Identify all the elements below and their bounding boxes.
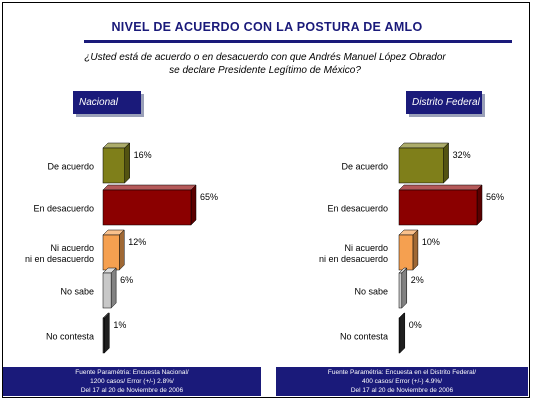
bar-side-df-1	[476, 184, 483, 226]
bar-nacional-4	[102, 317, 105, 354]
value-label-nacional-3: 6%	[120, 275, 133, 285]
bar-df-1	[398, 189, 478, 226]
category-label-df-2-line-0: Ni acuerdo	[344, 243, 388, 253]
panel-label-nacional: Nacional	[73, 91, 141, 114]
bar-top-df-0	[398, 142, 450, 149]
chart-title: NIVEL DE ACUERDO CON LA POSTURA DE AMLO	[111, 20, 423, 34]
bar-side-df-3	[401, 267, 408, 309]
footer-nacional-line-3: Del 17 al 20 de Noviembre de 2006	[80, 387, 184, 394]
value-label-df-2: 10%	[422, 237, 440, 247]
bar-side-nacional-1	[190, 184, 197, 226]
title-underline	[84, 40, 512, 43]
value-label-df-4: 0%	[409, 320, 422, 330]
category-label-nacional-2-line-1: ni en desacuerdo	[25, 254, 94, 264]
footer-nacional-line-1: Fuente Paramétria: Encuesta Nacional/	[75, 369, 189, 376]
footer-df-line-2: 400 casos/ Error (+/-) 4.9%/	[361, 378, 442, 385]
bar-nacional-3	[102, 272, 112, 309]
value-label-df-1: 56%	[486, 192, 504, 202]
panel-label-distrito-federal: Distrito Federal	[406, 91, 482, 114]
bar-side-nacional-4	[104, 312, 110, 354]
question-line-2: se declare Presidente Legítimo de México…	[169, 65, 361, 76]
bar-df-4	[398, 317, 401, 354]
value-label-nacional-2: 12%	[128, 237, 146, 247]
value-label-df-3: 2%	[411, 275, 424, 285]
category-label-df-3: No sabe	[354, 287, 388, 297]
bar-side-nacional-2	[118, 229, 125, 271]
footer-df-line-1: Fuente Paramétria: Encuesta en el Distri…	[327, 369, 477, 376]
category-label-nacional-2-line-0: Ni acuerdo	[50, 243, 94, 253]
footer-source-nacional: Fuente Paramétria: Encuesta Nacional/ 12…	[3, 367, 261, 396]
category-label-nacional-1: En desacuerdo	[33, 204, 94, 214]
category-label-df-1: En desacuerdo	[327, 204, 388, 214]
bar-side-nacional-3	[110, 267, 117, 309]
bar-nacional-0	[102, 147, 125, 184]
category-label-nacional-3: No sabe	[60, 287, 94, 297]
footer-df-line-3: Del 17 al 20 de Noviembre de 2006	[350, 387, 454, 394]
bar-side-df-2	[412, 229, 419, 271]
category-label-df-2-line-1: ni en desacuerdo	[319, 254, 388, 264]
bar-side-df-4	[399, 312, 406, 354]
category-label-nacional-4: No contesta	[46, 332, 94, 342]
bar-nacional-2	[102, 234, 120, 271]
bar-side-df-0	[443, 142, 449, 184]
bar-top-nacional-1	[102, 184, 197, 191]
bar-df-3	[398, 272, 403, 309]
bar-df-0	[398, 147, 444, 184]
value-label-nacional-4: 1%	[113, 320, 126, 330]
bar-top-df-1	[398, 184, 483, 191]
category-label-df-4: No contesta	[340, 332, 388, 342]
bar-df-2	[398, 234, 414, 271]
survey-question: ¿Usted está de acuerdo o en desacuerdo c…	[40, 51, 490, 77]
question-line-1: ¿Usted está de acuerdo o en desacuerdo c…	[84, 52, 446, 63]
bar-side-nacional-0	[124, 142, 130, 184]
value-label-nacional-1: 65%	[200, 192, 218, 202]
footer-nacional-line-2: 1200 casos/ Error (+/-) 2.8%/	[90, 378, 174, 385]
bar-nacional-1	[102, 189, 192, 226]
value-label-nacional-0: 16%	[134, 150, 152, 160]
category-label-df-0: De acuerdo	[341, 162, 388, 172]
value-label-df-0: 32%	[453, 150, 471, 160]
footer-source-distrito-federal: Fuente Paramétria: Encuesta en el Distri…	[276, 367, 528, 396]
category-label-nacional-0: De acuerdo	[47, 162, 94, 172]
